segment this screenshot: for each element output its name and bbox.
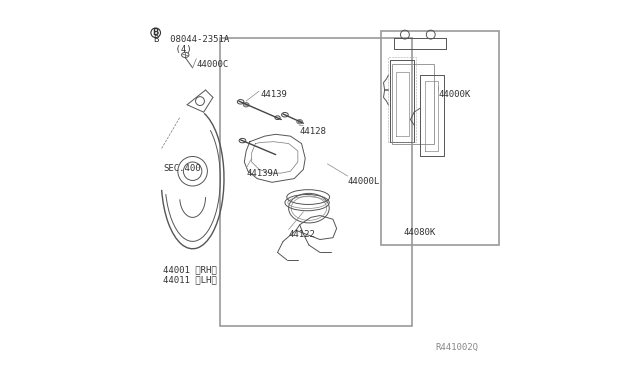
Text: 44000K: 44000K — [438, 90, 470, 99]
Text: 44139A: 44139A — [246, 169, 278, 179]
Text: R441002Q: R441002Q — [436, 343, 479, 352]
Text: 44122: 44122 — [289, 230, 316, 239]
Circle shape — [151, 28, 161, 38]
Text: B: B — [152, 28, 159, 37]
Text: 44000C: 44000C — [196, 61, 228, 70]
Text: 44139: 44139 — [261, 90, 288, 99]
Text: 44080K: 44080K — [404, 228, 436, 237]
Ellipse shape — [297, 119, 303, 124]
Text: 44128: 44128 — [300, 127, 326, 136]
Bar — [220, 38, 412, 326]
Text: SEC.400: SEC.400 — [163, 164, 201, 173]
Text: 44001 〈RH〉
44011 〈LH〉: 44001 〈RH〉 44011 〈LH〉 — [163, 265, 217, 285]
Ellipse shape — [243, 103, 249, 107]
Text: B  08044-2351A
    (4): B 08044-2351A (4) — [154, 35, 229, 54]
Bar — [392, 64, 435, 144]
Bar — [381, 31, 499, 245]
Text: 44000L: 44000L — [348, 177, 380, 186]
